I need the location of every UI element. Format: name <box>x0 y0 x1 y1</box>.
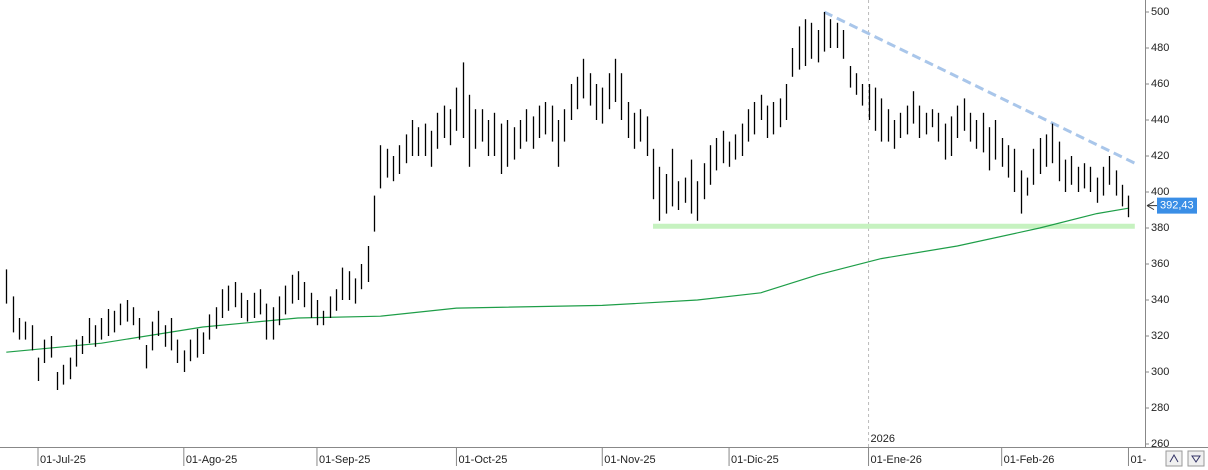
x-tick-label: 01-Dic-25 <box>731 454 779 466</box>
y-tick-label: 340 <box>1151 294 1169 306</box>
x-tick-label: 01-Feb-26 <box>1004 454 1055 466</box>
trend-line <box>823 10 1136 165</box>
y-tick-label: 280 <box>1151 402 1169 414</box>
icon <box>1169 453 1179 463</box>
x-tick-label: 01-Jul-25 <box>40 454 86 466</box>
y-tick-label: 480 <box>1151 42 1169 54</box>
last-price-label: 392,43 <box>1160 200 1194 212</box>
x-tick-label: 01-Oct-25 <box>458 454 507 466</box>
y-tick-label: 500 <box>1151 6 1169 18</box>
y-tick-label: 400 <box>1151 186 1169 198</box>
y-tick-label: 260 <box>1151 438 1169 450</box>
y-tick-label: 300 <box>1151 366 1169 378</box>
zoom-button[interactable] <box>1187 450 1205 467</box>
icon <box>1191 455 1201 463</box>
y-tick-label: 420 <box>1151 150 1169 162</box>
plot <box>5 0 1136 447</box>
y-tick-label: 360 <box>1151 258 1169 270</box>
moving-average <box>6 207 1129 353</box>
last-price-arrow <box>1146 201 1157 211</box>
y-tick-label: 440 <box>1151 114 1169 126</box>
scroll-button[interactable] <box>1165 450 1183 467</box>
x-tick-label: 01-Sep-25 <box>319 454 370 466</box>
x-tick-label: 01- <box>1130 454 1146 466</box>
year-label: 2026 <box>871 433 895 445</box>
y-tick-label: 460 <box>1151 78 1169 90</box>
x-tick-label: 01-Ago-25 <box>186 454 237 466</box>
y-tick-label: 380 <box>1151 222 1169 234</box>
x-tick-label: 01-Ene-26 <box>871 454 922 466</box>
x-tick-label: 01-Nov-25 <box>604 454 655 466</box>
y-tick-label: 320 <box>1151 330 1169 342</box>
last-price-box <box>1157 197 1197 214</box>
